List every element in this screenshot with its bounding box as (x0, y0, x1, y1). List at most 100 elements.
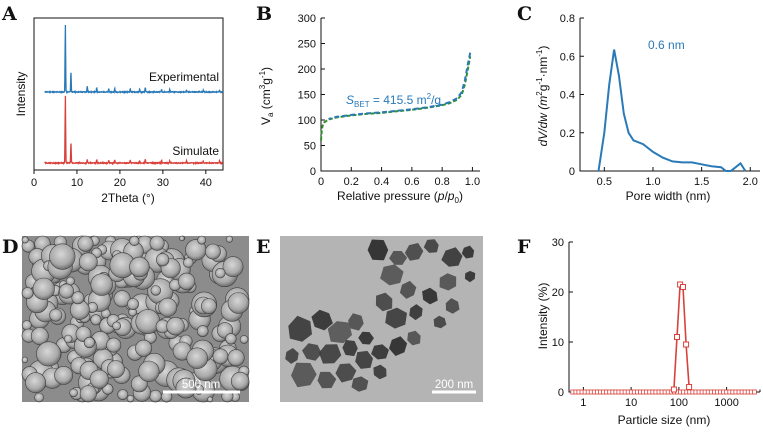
series-label-experimental: Experimental (149, 70, 219, 84)
scale-label-d: 500 nm (182, 379, 220, 391)
xlabel-b-suffix: ) (459, 189, 463, 203)
x-tick-label-f: 1 (580, 397, 586, 409)
y-axis-label-b: Va (cm3g-1) (258, 67, 275, 125)
x-tick-label-c: 2.0 (743, 176, 758, 188)
x-tick-label-b: 0 (318, 176, 324, 188)
ylabel-b-g: g (259, 78, 273, 85)
tem-particle (288, 315, 312, 342)
chart-f: 1 10 100 1000 0 10 20 30 Particle size (nm) Int… (536, 237, 761, 427)
panel-letter-d: D (2, 236, 18, 258)
x-tick-label-a: 40 (200, 177, 212, 189)
xlabel-b-slash: / (444, 189, 448, 203)
panel-letter-e: E (256, 236, 270, 258)
ylabel-c-nm: ·nm (536, 57, 550, 78)
x-axis-label-a: 2Theta (°) (101, 191, 154, 205)
y-tick-label-b: 150 (298, 90, 316, 102)
tem-particle (358, 331, 374, 345)
ticks-c: 0.5 1.0 1.5 2.0 0 0.2 0.4 0.6 0.8 (560, 13, 758, 188)
tem-particle (285, 348, 299, 364)
y-tick-label-b: 300 (298, 13, 316, 25)
tem-particle (423, 239, 439, 253)
xlabel-b-sub: 0 (454, 196, 459, 205)
x-tick-label-a: 10 (71, 177, 83, 189)
x-tick-label-b: 0.4 (374, 176, 389, 188)
tem-particle (464, 270, 476, 283)
tem-particle (422, 287, 438, 305)
data-point (683, 341, 690, 348)
tem-particle (445, 298, 460, 314)
y-tick-label-b: 200 (298, 64, 316, 76)
data-point (670, 386, 677, 393)
x-tick-label-a: 0 (31, 177, 37, 189)
bet-value: = 415.5 m (370, 93, 427, 107)
y-tick-label-b: 100 (298, 115, 316, 127)
tem-particle (373, 364, 387, 380)
tem-particle (327, 321, 352, 344)
x-tick-label-b: 0.2 (344, 176, 359, 188)
ylabel-c-sup3: -1 (535, 49, 544, 57)
ylabel-b-sup2: -1 (258, 70, 267, 78)
x-ticks-a: 0 10 20 30 40 (31, 170, 212, 189)
tem-particle (348, 313, 364, 331)
y-tick-label-b: 50 (304, 141, 316, 153)
tem-particle (389, 251, 408, 265)
plot-frame-a (33, 17, 224, 171)
series-line-simulate (44, 95, 223, 166)
y-tick-label-b: 0 (310, 166, 316, 178)
series-line-desorption (328, 52, 472, 120)
y-tick-label-c: 0.4 (560, 90, 575, 102)
ylabel-c-sup2: -1 (535, 77, 544, 85)
bet-s: S (346, 93, 354, 107)
y-tick-label-c: 0.2 (560, 128, 575, 140)
tem-particle (355, 350, 373, 369)
data-point (680, 284, 686, 290)
y-tick-label-c: 0 (569, 166, 575, 178)
tem-particle (399, 280, 417, 299)
tem-particle (385, 307, 407, 329)
tem-particle (311, 309, 333, 331)
tem-particle (404, 243, 424, 261)
peak-annotation: 0.6 nm (648, 38, 685, 52)
xlabel-b-p0: p (447, 189, 455, 203)
sem-image: 500 nm (21, 235, 250, 403)
x-tick-label-b: 0.6 (404, 176, 419, 188)
bet-unit: /g (431, 93, 441, 107)
data-point (686, 384, 693, 390)
panel-letter-a: A (1, 3, 17, 25)
x-tick-label-b: 0.8 (434, 176, 449, 188)
tem-particle (318, 344, 342, 364)
tem-particle (335, 363, 357, 383)
ticks-b: 0 0.2 0.4 0.6 0.8 1.0 0 50 100 150 200 250 300 (298, 13, 480, 188)
y-tick-label-b: 250 (298, 39, 316, 51)
x-tick-label-b: 1.0 (465, 176, 480, 188)
tem-particle (317, 371, 337, 389)
tem-particle (433, 315, 447, 329)
tem-image: 200 nm (280, 236, 483, 402)
tem-particle (371, 344, 389, 360)
series-line-experimental (44, 24, 224, 95)
y-axis-label-c: dV/dw (m2g-1·nm-1) (535, 46, 550, 147)
bet-sup: 2 (427, 92, 432, 101)
series-line-dls (572, 282, 756, 393)
x-tick-label-c: 1.5 (694, 176, 709, 188)
series-line-adsorption (320, 56, 472, 141)
y-axis-label-a: Intensity (14, 72, 28, 117)
x-tick-label-f: 100 (670, 397, 688, 409)
panel-letter-f: F (517, 236, 531, 258)
y-tick-label-c: 0.8 (560, 13, 575, 25)
tem-particle (367, 239, 389, 261)
bet-annotation: SBET = 415.5 m2/g (346, 92, 441, 109)
tem-particle (389, 336, 408, 356)
tem-particle (351, 376, 369, 392)
plot-axes-f (568, 242, 760, 393)
x-tick-label-a: 20 (114, 177, 126, 189)
x-axis-label-b: Relative pressure (p/p0) (337, 189, 463, 205)
ylabel-b-unit: (cm (259, 89, 273, 112)
scale-label-e: 200 nm (435, 379, 473, 391)
x-axis-label-f: Particle size (nm) (618, 413, 711, 427)
x-tick-label-a: 30 (157, 177, 169, 189)
sem-noise (22, 236, 249, 402)
tem-particle (302, 343, 322, 361)
tem-particle (407, 330, 421, 346)
